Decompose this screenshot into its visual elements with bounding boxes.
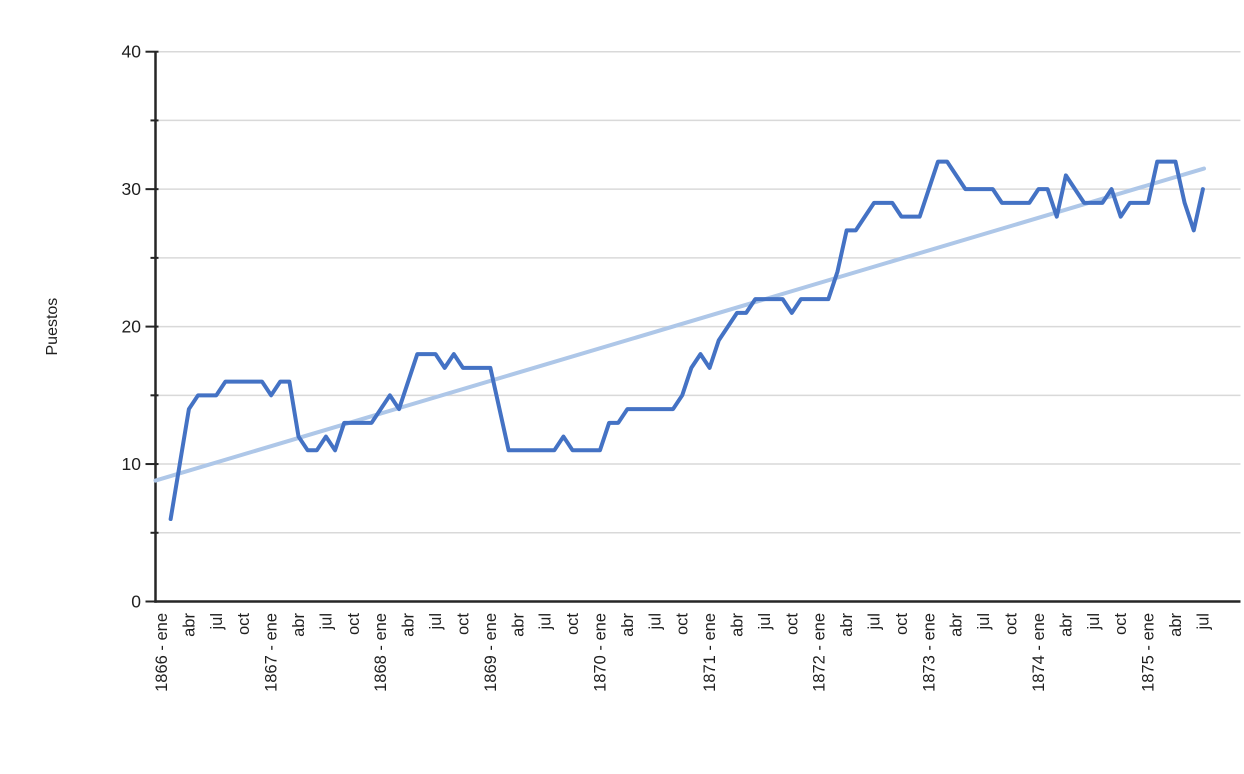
x-tick-label: abr [509, 613, 527, 637]
x-tick-label: 1869 - ene [482, 613, 500, 692]
x-tick-label: 1875 - ene [1140, 613, 1158, 692]
x-tick-label: abr [1167, 613, 1185, 637]
y-tick-label: 20 [122, 317, 142, 337]
x-tick-label: oct [783, 613, 801, 635]
axes-layer [145, 50, 1241, 603]
x-tick-label: 1874 - ene [1030, 613, 1048, 692]
x-tick-label: oct [564, 613, 582, 635]
y-tick-label: 40 [122, 42, 142, 62]
x-tick-label: 1866 - ene [153, 613, 171, 692]
x-tick-label: jul [646, 613, 664, 631]
x-tick-label: abr [400, 613, 418, 637]
x-tick-label: jul [1194, 613, 1212, 631]
x-tick-label: 1867 - ene [263, 613, 281, 692]
y-tick-label: 30 [122, 179, 142, 199]
x-tick-label: 1871 - ene [701, 613, 719, 692]
x-tick-label: jul [975, 613, 993, 631]
data-series-line [168, 159, 1205, 522]
x-tick-label: abr [1057, 613, 1075, 637]
x-tick-label: 1872 - ene [811, 613, 829, 692]
x-tick-label: oct [674, 613, 692, 635]
x-tick-label: jul [1085, 613, 1103, 631]
x-tick-label: oct [345, 613, 363, 635]
y-tick-label: 10 [122, 454, 142, 474]
x-tick-label: abr [729, 613, 747, 637]
x-tick-label: oct [1112, 613, 1130, 635]
x-tick-label: jul [756, 613, 774, 631]
trend-line [153, 166, 1206, 483]
x-tick-label: abr [838, 613, 856, 637]
x-tick-label: 1873 - ene [920, 613, 938, 692]
y-tick-label: 0 [131, 592, 141, 612]
x-tick-label: oct [1003, 613, 1021, 635]
x-tick-label: jul [317, 613, 335, 631]
x-tick-label: 1868 - ene [372, 613, 390, 692]
x-tick-label: jul [208, 613, 226, 631]
x-tick-label: oct [893, 613, 911, 635]
x-tick-label: abr [948, 613, 966, 637]
x-tick-label: jul [427, 613, 445, 631]
x-tick-label: abr [619, 613, 637, 637]
y-axis-title: Puestos [44, 298, 61, 356]
x-tick-label: jul [866, 613, 884, 631]
x-tick-label: abr [290, 613, 308, 637]
x-tick-label: abr [180, 613, 198, 637]
x-tick-label: oct [235, 613, 253, 635]
x-tick-label: oct [454, 613, 472, 635]
x-tick-label: 1870 - ene [591, 613, 609, 692]
x-tick-label: jul [537, 613, 555, 631]
gridlines-layer [155, 50, 1241, 534]
plot-layer [153, 159, 1206, 522]
